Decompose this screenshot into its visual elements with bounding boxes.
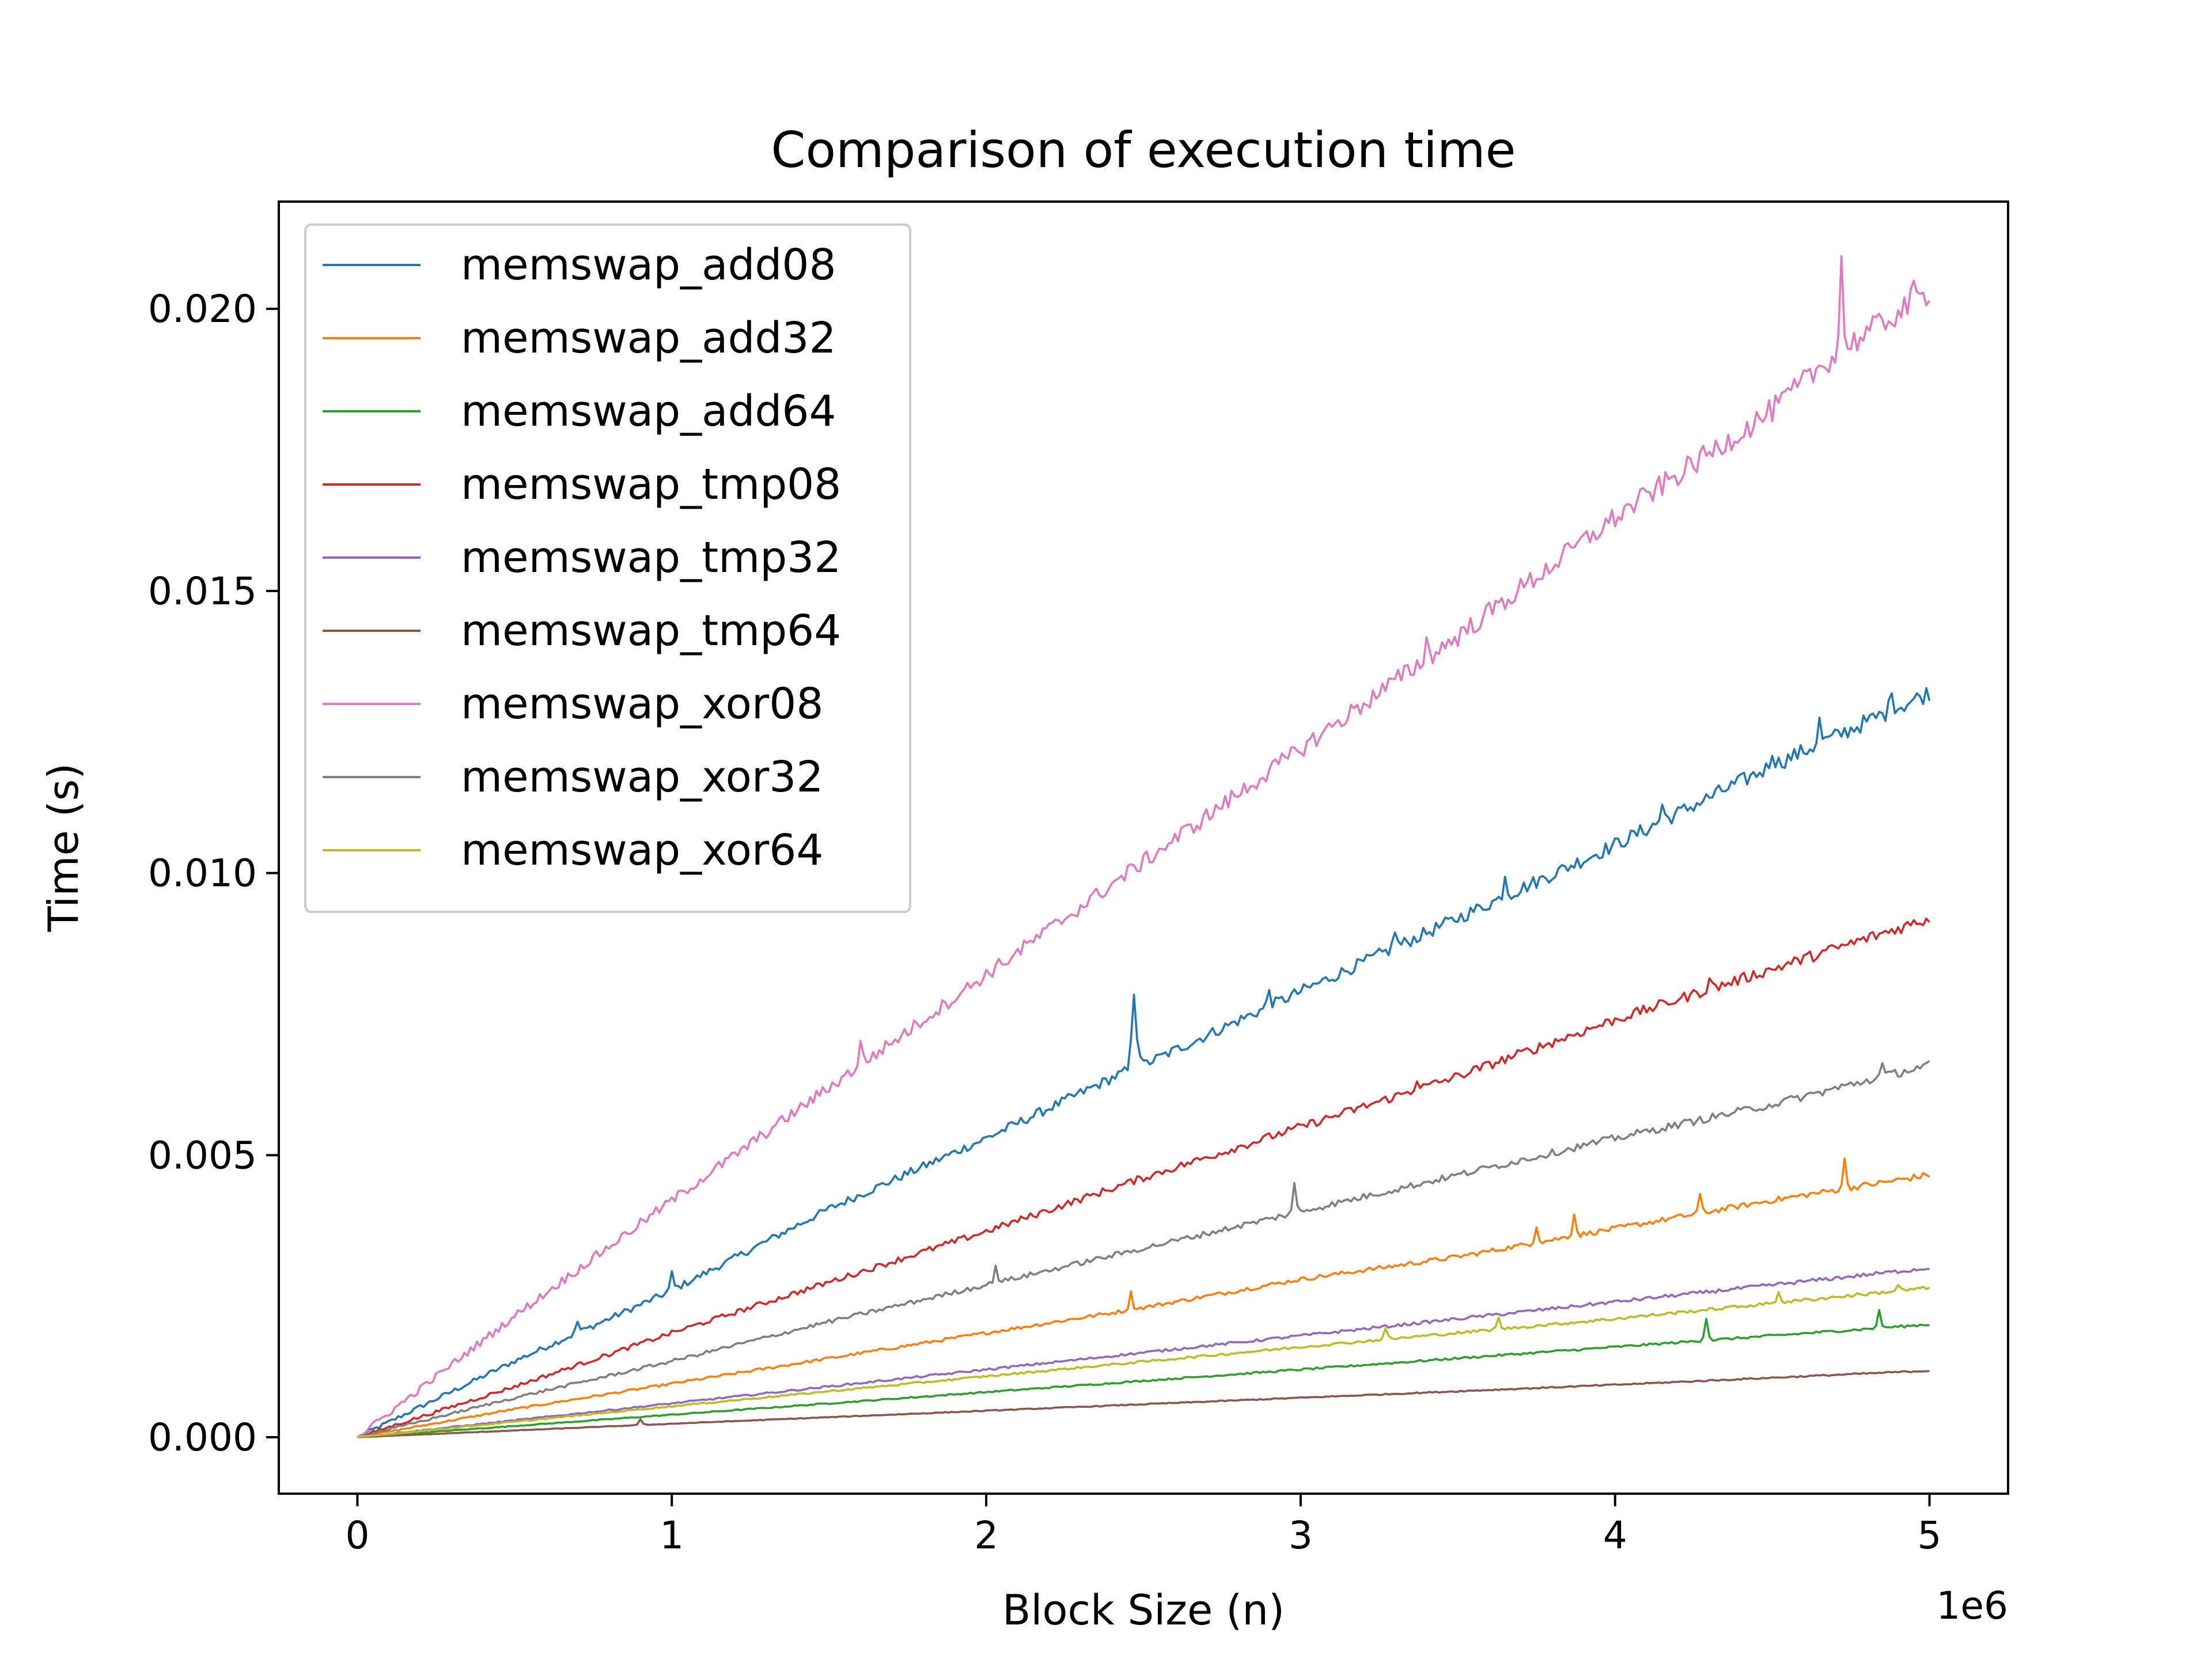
legend-label: memswap_xor64 <box>461 825 823 875</box>
legend-label: memswap_add08 <box>461 240 836 290</box>
series-line-memswap_add64 <box>357 1309 1930 1438</box>
chart-title: Comparison of execution time <box>771 122 1516 179</box>
plot-frame <box>278 200 2009 1495</box>
series-line-memswap_tmp64 <box>357 1370 1930 1438</box>
series-line-memswap_add08 <box>357 687 1931 1438</box>
series-line-memswap_xor32 <box>357 1060 1930 1438</box>
legend-label: memswap_tmp08 <box>461 460 841 509</box>
y-axis: 0.000 0.005 0.010 0.015 0.020 <box>148 287 279 1460</box>
x-tick-label: 2 <box>974 1513 998 1558</box>
y-tick-label: 0.005 <box>148 1133 257 1177</box>
y-tick-label: 0.020 <box>148 287 257 331</box>
x-tick-label: 3 <box>1289 1513 1313 1558</box>
legend-label: memswap_tmp64 <box>461 606 841 656</box>
series-line-memswap_add32 <box>357 1157 1930 1438</box>
x-tick-label: 4 <box>1603 1513 1627 1558</box>
x-offset-label: 1e6 <box>1936 1584 2008 1628</box>
x-tick-label: 5 <box>1918 1513 1942 1558</box>
legend-label: memswap_tmp32 <box>461 533 841 582</box>
x-axis-label: Block Size (n) <box>1002 1586 1285 1634</box>
legend: memswap_add08 memswap_add32 memswap_add64m… <box>304 224 911 913</box>
legend-label: memswap_add32 <box>461 313 836 363</box>
y-tick-label: 0.015 <box>148 569 257 613</box>
y-tick-label: 0.010 <box>148 851 257 896</box>
legend-box <box>304 224 911 913</box>
legend-label: memswap_add64 <box>461 387 836 436</box>
x-tick-label: 1 <box>660 1513 684 1558</box>
series-line-memswap_xor08 <box>357 255 1930 1438</box>
series-line-memswap_xor64 <box>357 1284 1930 1438</box>
series-line-memswap_tmp32 <box>357 1268 1930 1438</box>
legend-label: memswap_xor32 <box>461 752 823 802</box>
x-axis: 0 1 2 3 4 5 <box>345 1494 1942 1558</box>
y-axis-label: Time (s) <box>39 763 88 933</box>
series-layer <box>357 255 1931 1438</box>
legend-label: memswap_xor08 <box>461 679 823 729</box>
series-line-memswap_tmp08 <box>357 918 1930 1438</box>
y-tick-label: 0.000 <box>148 1415 257 1460</box>
x-tick-label: 0 <box>345 1513 369 1558</box>
